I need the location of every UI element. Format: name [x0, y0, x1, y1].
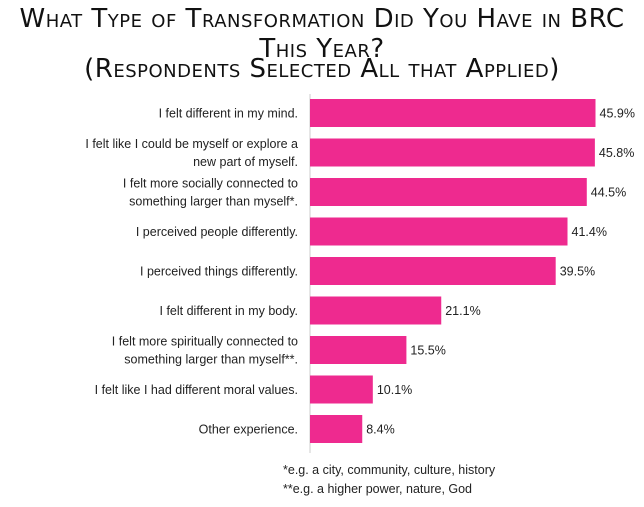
footnote-city: *e.g. a city, community, culture, histor… [283, 463, 496, 477]
value-label-5: 21.1% [445, 304, 480, 318]
category-label-7: I felt like I had different moral values… [95, 383, 298, 397]
bar-2 [310, 178, 587, 206]
bar-8 [310, 415, 363, 443]
value-label-6: 15.5% [410, 344, 445, 358]
category-label-1-line-1: new part of myself. [193, 155, 298, 169]
bar-5 [310, 296, 442, 325]
footnote-higher-power: **e.g. a higher power, nature, God [283, 482, 473, 496]
category-label-4: I perceived things differently. [140, 265, 298, 279]
category-label-6-line-1: something larger than myself**. [124, 353, 298, 367]
category-label-6-line-0: I felt more spiritually connected to [112, 335, 298, 349]
bar-7 [310, 375, 373, 404]
bar-1 [310, 138, 595, 167]
value-label-0: 45.9% [600, 107, 635, 121]
category-label-8: Other experience. [199, 423, 298, 437]
category-label-1-line-0: I felt like I could be myself or explore… [85, 137, 298, 151]
value-label-7: 10.1% [377, 383, 412, 397]
category-label-0: I felt different in my mind. [159, 107, 298, 121]
bar-3 [310, 217, 568, 246]
chart-subtitle: (Respondents Selected All that Applied) [84, 54, 560, 84]
chart-title: What Type of Transformation Did You Have… [19, 4, 625, 64]
value-label-1: 45.8% [599, 146, 634, 160]
category-label-2-line-0: I felt more socially connected to [123, 177, 298, 191]
value-label-3: 41.4% [572, 225, 607, 239]
bar-4 [310, 257, 556, 285]
bar-0 [310, 99, 596, 127]
value-label-8: 8.4% [366, 423, 395, 437]
category-label-5: I felt different in my body. [160, 304, 299, 318]
value-label-2: 44.5% [591, 186, 626, 200]
bar-6 [310, 336, 407, 364]
category-label-3: I perceived people differently. [136, 225, 298, 239]
category-label-2-line-1: something larger than myself*. [129, 195, 298, 209]
value-label-4: 39.5% [560, 265, 595, 279]
